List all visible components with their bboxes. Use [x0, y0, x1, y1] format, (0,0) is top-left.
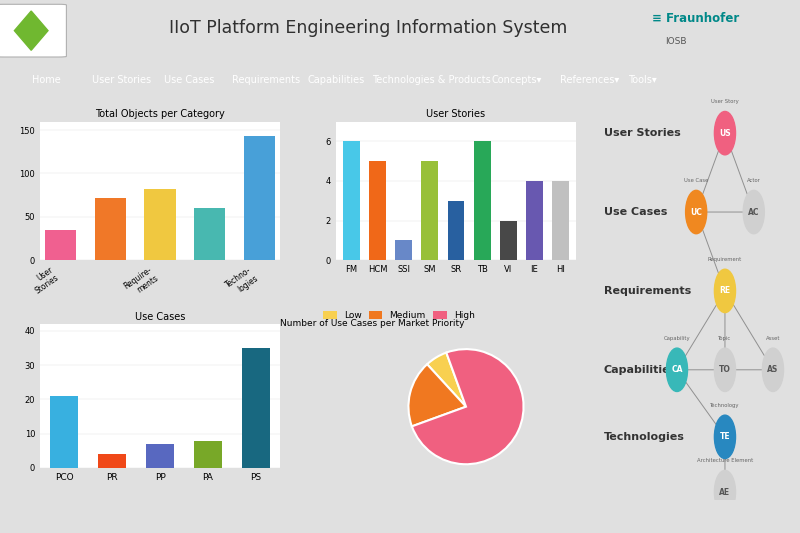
Circle shape: [666, 348, 687, 392]
Text: Technologies: Technologies: [604, 432, 685, 442]
Text: Concepts▾: Concepts▾: [492, 75, 542, 85]
Text: Technology: Technology: [710, 403, 740, 408]
Title: Number of Use Cases per Market Priority: Number of Use Cases per Market Priority: [280, 319, 465, 328]
Text: Home: Home: [32, 75, 61, 85]
Bar: [552, 181, 569, 260]
FancyBboxPatch shape: [0, 4, 66, 57]
Text: Topic: Topic: [718, 336, 731, 341]
Bar: [50, 396, 78, 468]
Title: Total Objects per Category: Total Objects per Category: [95, 109, 225, 119]
Polygon shape: [14, 11, 48, 50]
Wedge shape: [409, 364, 466, 426]
Text: User Stories: User Stories: [604, 128, 681, 138]
Text: References▾: References▾: [560, 75, 619, 85]
Bar: [244, 136, 275, 260]
Bar: [370, 161, 386, 260]
Bar: [395, 240, 412, 260]
Circle shape: [714, 471, 735, 514]
Circle shape: [686, 190, 706, 234]
Title: Use Cases: Use Cases: [135, 312, 185, 322]
Text: Capability: Capability: [664, 336, 690, 341]
Text: UC: UC: [690, 207, 702, 216]
Text: Capabilities: Capabilities: [308, 75, 366, 85]
Text: ≡ Fraunhofer: ≡ Fraunhofer: [652, 12, 739, 25]
Bar: [95, 198, 126, 260]
Circle shape: [762, 348, 783, 392]
Bar: [474, 141, 490, 260]
Text: IIoT Platform Engineering Information System: IIoT Platform Engineering Information Sy…: [169, 19, 567, 37]
Text: Tools▾: Tools▾: [628, 75, 657, 85]
Bar: [242, 348, 270, 468]
Text: Capabilities: Capabilities: [604, 365, 678, 375]
Bar: [145, 189, 175, 260]
Text: User Stories: User Stories: [92, 75, 151, 85]
Bar: [447, 201, 465, 260]
Text: Requirements: Requirements: [232, 75, 300, 85]
Circle shape: [714, 269, 735, 312]
Bar: [98, 454, 126, 468]
Bar: [45, 230, 76, 260]
Circle shape: [714, 111, 735, 155]
Legend: Low, Medium, High: Low, Medium, High: [319, 308, 478, 324]
Circle shape: [714, 415, 735, 458]
Bar: [500, 221, 517, 260]
Text: Architecture Element: Architecture Element: [697, 458, 753, 463]
Text: IOSB: IOSB: [666, 37, 686, 46]
Bar: [194, 208, 225, 260]
Text: Use Cases: Use Cases: [164, 75, 214, 85]
Wedge shape: [427, 353, 466, 407]
Text: AE: AE: [719, 488, 730, 497]
Text: Asset: Asset: [766, 336, 780, 341]
Wedge shape: [412, 349, 523, 464]
Text: TE: TE: [720, 432, 730, 441]
Text: Use Case: Use Case: [684, 178, 708, 183]
Text: RE: RE: [719, 286, 730, 295]
Text: TO: TO: [719, 365, 731, 374]
Text: Use Cases: Use Cases: [604, 207, 667, 217]
Text: US: US: [719, 128, 730, 138]
Text: AC: AC: [748, 207, 759, 216]
Bar: [422, 161, 438, 260]
Bar: [194, 441, 222, 468]
Bar: [343, 141, 360, 260]
Text: CA: CA: [671, 365, 682, 374]
Text: User Story: User Story: [711, 99, 739, 104]
Text: Actor: Actor: [747, 178, 761, 183]
Circle shape: [714, 348, 735, 392]
Circle shape: [743, 190, 764, 234]
Text: Requirement: Requirement: [708, 257, 742, 262]
Title: User Stories: User Stories: [426, 109, 486, 119]
Text: AS: AS: [767, 365, 778, 374]
Bar: [146, 444, 174, 468]
Bar: [526, 181, 542, 260]
Text: Technologies & Products: Technologies & Products: [372, 75, 490, 85]
Text: Requirements: Requirements: [604, 286, 691, 296]
